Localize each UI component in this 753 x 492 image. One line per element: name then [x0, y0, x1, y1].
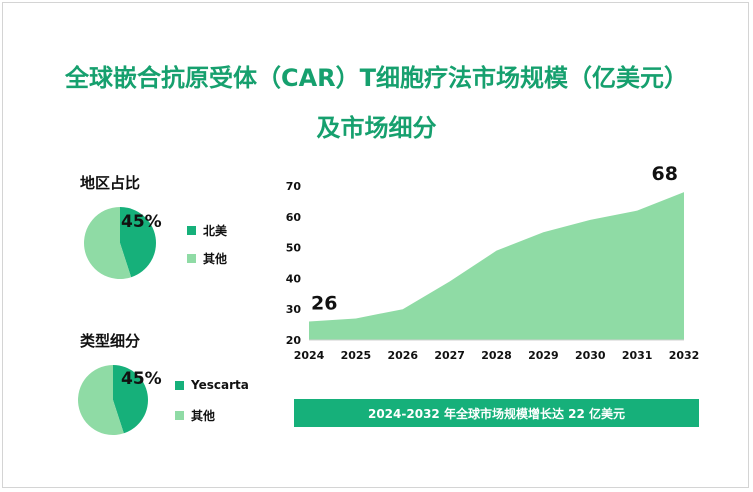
legend-item-region-other: 其他	[187, 250, 227, 267]
legend-label-type-other: 其他	[191, 409, 216, 423]
region-pie-pct-label: 45%	[121, 212, 162, 232]
x-tick-label: 2027	[434, 349, 465, 362]
legend-item-type-other: 其他	[175, 407, 215, 424]
y-tick-label: 60	[286, 211, 302, 224]
y-tick-label: 30	[286, 303, 302, 316]
area-series	[309, 192, 684, 340]
legend-swatch-yescarta	[175, 380, 184, 390]
legend-item-yescarta: Yescarta	[175, 378, 249, 392]
x-tick-label: 2025	[341, 349, 372, 362]
region-pie-title: 地区占比	[80, 174, 141, 192]
type-pie-pct-label: 45%	[121, 369, 162, 389]
x-tick-label: 2029	[528, 349, 559, 362]
chart-title-line2: 及市场细分	[316, 114, 437, 142]
legend-swatch-region-other	[187, 254, 196, 263]
legend-swatch-north-america	[187, 226, 196, 235]
x-tick-label: 2028	[481, 349, 512, 362]
legend-swatch-type-other	[175, 411, 184, 420]
region-pie	[84, 207, 156, 279]
y-tick-label: 20	[286, 334, 302, 347]
data-label: 68	[652, 163, 678, 185]
region-pie-slice-0	[120, 207, 156, 278]
x-tick-label: 2032	[669, 349, 700, 362]
y-tick-label: 40	[286, 272, 302, 285]
data-label: 26	[311, 293, 337, 315]
type-pie-title: 类型细分	[80, 332, 141, 350]
x-tick-label: 2026	[387, 349, 418, 362]
legend-item-north-america: 北美	[187, 222, 227, 239]
legend-label-north-america: 北美	[203, 224, 228, 238]
growth-summary-banner: 2024-2032 年全球市场规模增长达 22 亿美元	[294, 399, 699, 427]
type-pie	[78, 365, 148, 435]
y-tick-label: 70	[286, 180, 302, 193]
chart-frame	[2, 2, 749, 488]
type-pie-slice-1	[78, 365, 124, 435]
legend-label-region-other: 其他	[203, 252, 228, 266]
region-pie-slice-1	[84, 207, 132, 279]
x-tick-label: 2030	[575, 349, 606, 362]
y-tick-label: 50	[286, 242, 302, 255]
x-tick-label: 2031	[622, 349, 653, 362]
chart-title-line1: 全球嵌合抗原受体（CAR）T细胞疗法市场规模（亿美元）	[64, 64, 689, 92]
x-tick-label: 2024	[294, 349, 325, 362]
type-pie-slice-0	[113, 365, 148, 434]
legend-label-yescarta: Yescarta	[191, 378, 249, 392]
